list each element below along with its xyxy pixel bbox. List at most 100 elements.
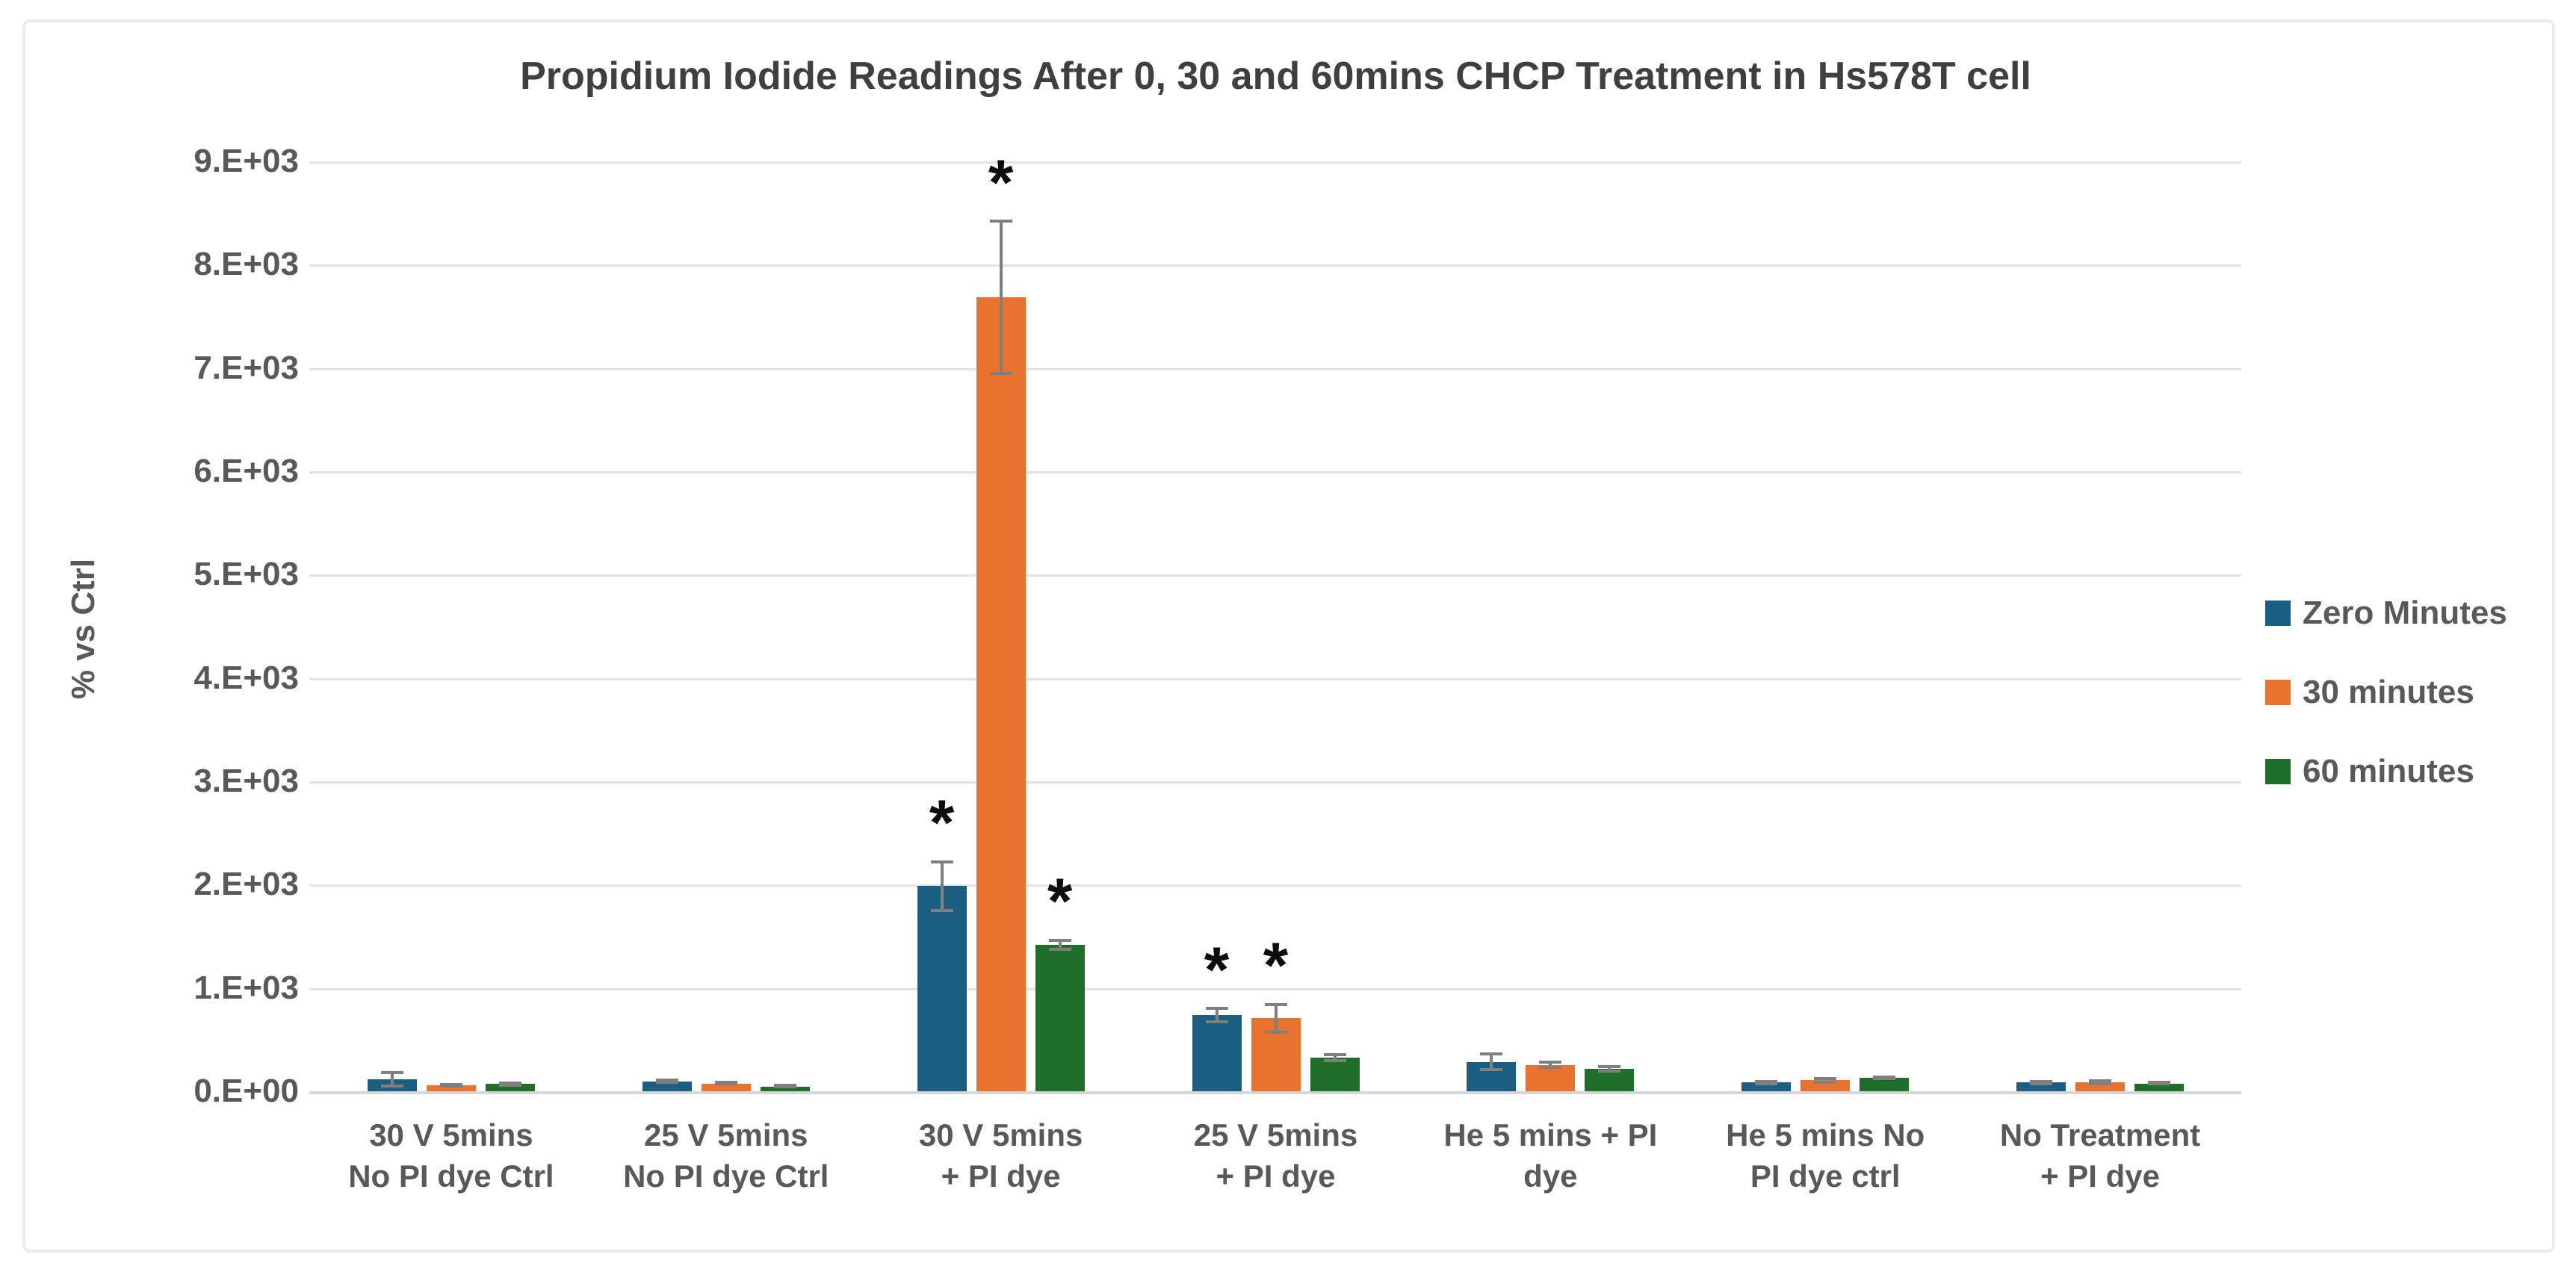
x-tick-label-line: 25 V 5mins <box>644 1117 808 1153</box>
error-bar-cap <box>989 220 1012 223</box>
error-bar-cap <box>380 1085 403 1088</box>
error-bar-cap <box>1323 1053 1346 1057</box>
bar-30-minutes <box>426 1085 476 1093</box>
bar-60-minutes <box>760 1087 810 1093</box>
gridline <box>309 264 2241 267</box>
x-tick-label-line: + PI dye <box>2040 1158 2161 1194</box>
error-bar-cap <box>1873 1077 1896 1081</box>
error-bar-cap <box>989 371 1012 375</box>
error-bar <box>655 1079 678 1085</box>
x-tick-label-line: dye <box>1523 1158 1578 1194</box>
error-bar <box>2148 1081 2171 1086</box>
error-bar-cap <box>1598 1065 1621 1069</box>
error-bar-line <box>1058 938 1062 952</box>
legend-label: 60 minutes <box>2303 753 2474 789</box>
y-tick-label: 4.E+03 <box>193 659 299 696</box>
error-bar <box>1048 938 1071 952</box>
error-bar-line <box>1490 1052 1493 1071</box>
bar-60-minutes <box>1860 1077 1910 1093</box>
x-tick-label: He 5 mins + PI dye <box>1412 1114 1688 1197</box>
x-tick-label-line: + PI dye <box>1216 1158 1336 1194</box>
x-axis-line <box>309 1091 2241 1094</box>
legend-item: 60 minutes <box>2265 753 2507 790</box>
x-tick-label-line: 30 V 5mins <box>918 1117 1083 1153</box>
error-bar-line <box>940 860 944 912</box>
x-tick-label-line: He 5 mins No <box>1726 1117 1925 1153</box>
x-tick-label-line: No Treatment <box>1999 1117 2201 1153</box>
x-tick-label: 30 V 5mins + PI dye <box>863 1114 1139 1197</box>
x-tick-label-line: PI dye ctrl <box>1750 1158 1901 1194</box>
bar-30-minutes <box>1526 1064 1576 1093</box>
y-tick-label: 7.E+03 <box>193 349 299 386</box>
legend-label: 30 minutes <box>2303 674 2474 710</box>
error-bar <box>1598 1065 1621 1073</box>
error-bar-cap <box>2089 1079 2112 1083</box>
x-tick-label: He 5 mins No PI dye ctrl <box>1687 1114 1963 1197</box>
x-tick-label-line: No PI dye Ctrl <box>623 1158 829 1194</box>
bar-30-minutes <box>2075 1082 2125 1093</box>
gridline <box>309 367 2241 370</box>
bar-60-minutes <box>2134 1083 2185 1093</box>
error-bar-line <box>1274 1002 1278 1034</box>
error-bar <box>773 1084 796 1089</box>
error-bar <box>2030 1079 2053 1085</box>
y-tick-label: 0.E+00 <box>193 1073 299 1109</box>
error-bar <box>1205 1007 1228 1024</box>
gridline <box>309 884 2241 887</box>
error-bar-line <box>1608 1065 1611 1073</box>
bar-zero-minutes <box>917 886 967 1093</box>
bar-60-minutes <box>1310 1057 1360 1093</box>
x-tick-label: 25 V 5mins No PI dye Ctrl <box>588 1114 864 1197</box>
chart-title: Propidium Iodide Readings After 0, 30 an… <box>520 55 2031 98</box>
error-bar <box>439 1083 462 1088</box>
error-bar-line <box>1215 1007 1219 1024</box>
bar-60-minutes <box>485 1084 535 1093</box>
error-bar-cap <box>1048 948 1071 952</box>
legend-swatch-icon <box>2265 759 2291 784</box>
error-bar-line <box>1549 1061 1552 1070</box>
error-bar-cap <box>1048 938 1071 942</box>
error-bar <box>1873 1075 1896 1081</box>
y-tick-label: 3.E+03 <box>193 763 299 799</box>
gridline <box>309 781 2241 784</box>
bar-60-minutes <box>1585 1069 1635 1093</box>
error-bar-cap <box>439 1085 462 1088</box>
significance-asterisk: * <box>929 787 955 860</box>
bar-zero-minutes <box>642 1081 692 1093</box>
error-bar-cap <box>2030 1082 2053 1085</box>
x-tick-label-line: He 5 mins + PI <box>1443 1117 1658 1153</box>
x-tick-label-line: 25 V 5mins <box>1193 1117 1358 1153</box>
error-bar-cap <box>655 1081 678 1085</box>
error-bar-cap <box>2148 1082 2171 1086</box>
error-bar <box>1755 1079 1778 1085</box>
error-bar-cap <box>930 908 953 912</box>
x-tick-label-line: No PI dye Ctrl <box>348 1158 554 1194</box>
gridline <box>309 987 2241 990</box>
significance-asterisk: * <box>988 146 1014 219</box>
bar-60-minutes <box>1035 945 1085 1093</box>
error-bar-cap <box>930 860 953 863</box>
bar-zero-minutes <box>2016 1082 2066 1093</box>
y-tick-label: 8.E+03 <box>193 246 299 283</box>
error-bar-cap <box>380 1070 403 1074</box>
error-bar-cap <box>655 1079 678 1082</box>
error-bar <box>1539 1061 1562 1070</box>
error-bar <box>2089 1079 2112 1086</box>
significance-asterisk: * <box>1047 866 1073 938</box>
y-tick-label: 9.E+03 <box>193 143 299 179</box>
gridline <box>309 677 2241 680</box>
error-bar-cap <box>1814 1080 1837 1084</box>
bar-zero-minutes <box>1741 1082 1792 1093</box>
x-tick-label: No Treatment + PI dye <box>1962 1114 2238 1197</box>
legend-item: Zero Minutes <box>2265 595 2507 632</box>
error-bar-cap <box>1755 1079 1778 1083</box>
error-bar-line <box>1824 1077 1827 1084</box>
bar-30-minutes <box>976 297 1026 1093</box>
error-bar-cap <box>1264 1002 1287 1006</box>
error-bar-cap <box>1873 1075 1896 1079</box>
legend-label: Zero Minutes <box>2303 595 2507 631</box>
error-bar <box>930 860 953 912</box>
bar-30-minutes <box>1801 1080 1851 1093</box>
error-bar <box>1264 1002 1287 1034</box>
error-bar-cap <box>1480 1067 1503 1071</box>
